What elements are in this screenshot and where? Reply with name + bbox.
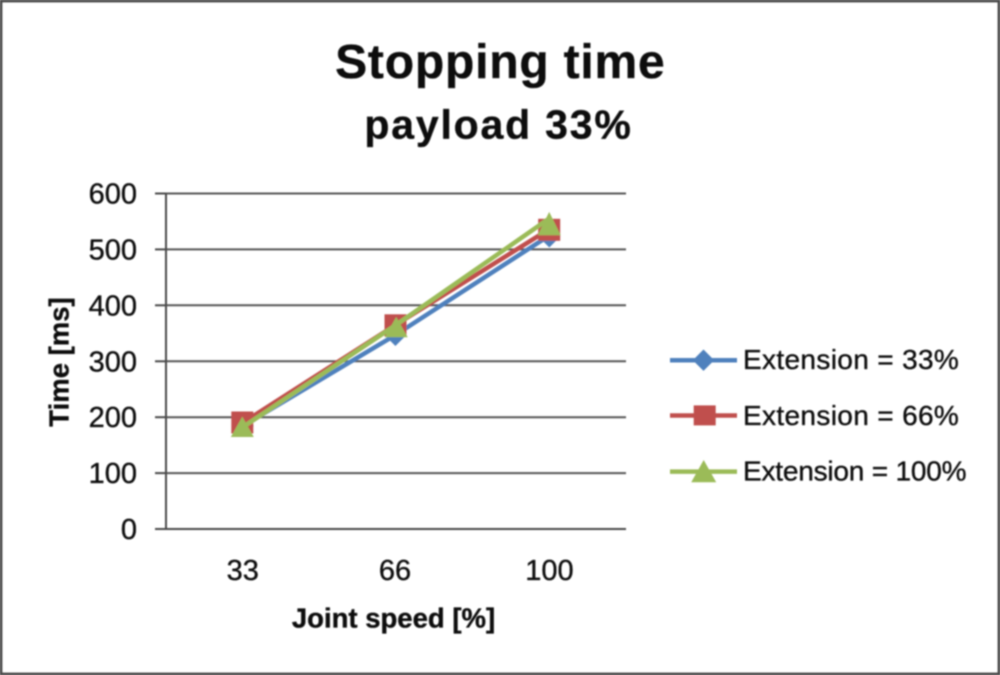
svg-text:payload 33%: payload 33% — [364, 102, 632, 148]
svg-text:Extension = 66%: Extension = 66% — [743, 400, 959, 431]
svg-text:100: 100 — [525, 555, 573, 587]
svg-text:400: 400 — [89, 290, 137, 322]
svg-text:Time [ms]: Time [ms] — [44, 297, 75, 426]
svg-text:500: 500 — [89, 234, 137, 266]
svg-text:300: 300 — [89, 346, 137, 378]
svg-text:200: 200 — [89, 402, 137, 434]
svg-text:600: 600 — [89, 179, 137, 211]
svg-text:Extension = 33%: Extension = 33% — [743, 344, 959, 375]
svg-text:33: 33 — [227, 555, 259, 587]
svg-text:Stopping time: Stopping time — [335, 36, 665, 89]
svg-text:Extension = 100%: Extension = 100% — [743, 456, 966, 487]
svg-text:100: 100 — [89, 458, 137, 490]
svg-text:0: 0 — [121, 514, 137, 546]
svg-text:Joint speed [%]: Joint speed [%] — [292, 603, 495, 634]
svg-text:66: 66 — [379, 555, 411, 587]
